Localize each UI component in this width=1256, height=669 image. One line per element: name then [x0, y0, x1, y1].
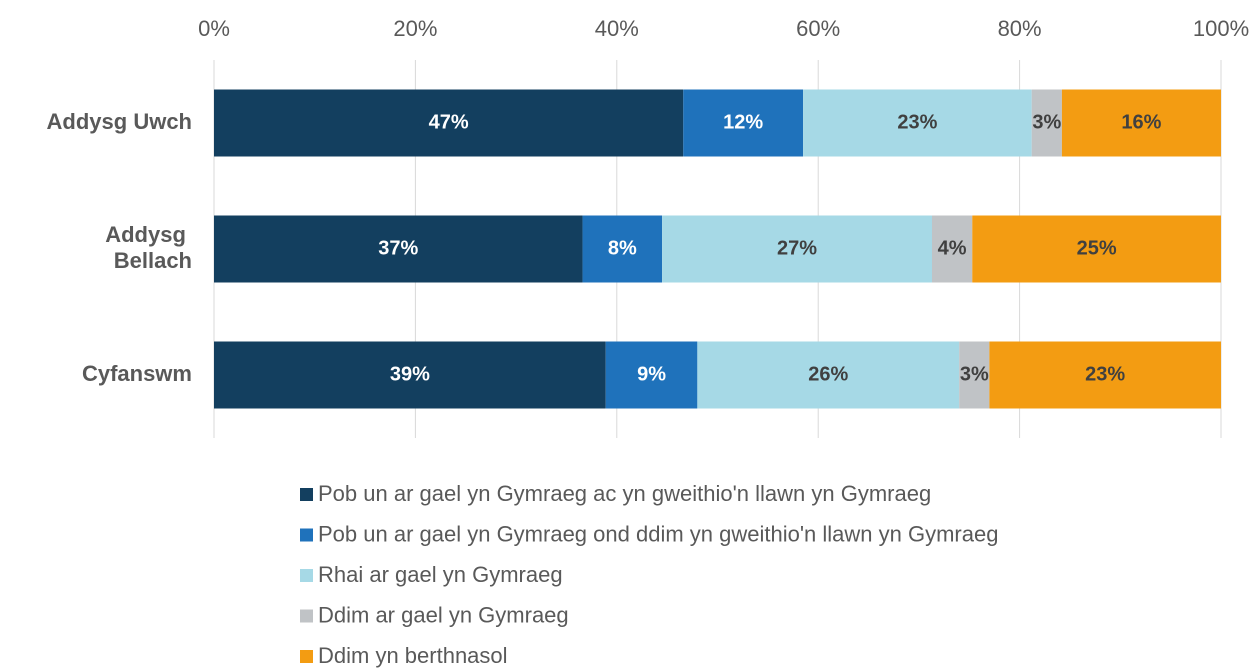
legend-swatch: [300, 650, 313, 663]
x-tick-label: 20%: [393, 16, 437, 41]
bar-segment: [214, 215, 583, 283]
data-label: 23%: [1085, 363, 1125, 385]
legend-swatch: [300, 528, 313, 542]
bar-segment: [959, 341, 990, 409]
category-label: Addysg Uwch: [47, 109, 192, 134]
legend-swatch: [300, 488, 313, 501]
data-label: 47%: [429, 111, 469, 133]
bar-segment: [697, 341, 960, 409]
legend-label: Rhai ar gael yn Gymraeg: [318, 562, 563, 587]
data-label: 27%: [777, 237, 817, 259]
data-label: 25%: [1077, 237, 1117, 259]
category-label: Cyfanswm: [82, 361, 192, 386]
bar-segment: [972, 215, 1221, 283]
data-label: 39%: [390, 363, 430, 385]
legend-swatch: [300, 569, 313, 582]
legend-label: Pob un ar gael yn Gymraeg ac yn gweithio…: [318, 481, 931, 506]
data-label: 26%: [808, 363, 848, 385]
bar-segment: [683, 89, 804, 157]
data-label: 9%: [637, 363, 666, 385]
bar-segment: [989, 341, 1221, 409]
legend-label: Pob un ar gael yn Gymraeg ond ddim yn gw…: [318, 521, 998, 546]
data-label: 16%: [1121, 111, 1161, 133]
bar-segment: [1061, 89, 1221, 157]
data-label: 3%: [960, 363, 989, 385]
bar-segment: [605, 341, 698, 409]
bar-segment: [662, 215, 932, 283]
bar-segment: [214, 341, 606, 409]
legend-label: Ddim yn berthnasol: [318, 643, 508, 668]
bar-segment: [1031, 89, 1062, 157]
x-tick-label: 80%: [998, 16, 1042, 41]
data-label: 23%: [897, 111, 937, 133]
bar-segment: [582, 215, 663, 283]
x-tick-label: 100%: [1193, 16, 1249, 41]
legend-swatch: [300, 609, 313, 623]
data-label: 8%: [608, 237, 637, 259]
data-label: 3%: [1032, 111, 1061, 133]
data-label: 12%: [723, 111, 763, 133]
category-label: Addysg Bellach: [105, 222, 192, 273]
bar-segment: [803, 89, 1032, 157]
data-label: 37%: [378, 237, 418, 259]
bar-segment: [214, 89, 684, 157]
x-tick-label: 0%: [198, 16, 230, 41]
legend-label: Ddim ar gael yn Gymraeg: [318, 602, 569, 627]
x-tick-label: 40%: [595, 16, 639, 41]
x-tick-label: 60%: [796, 16, 840, 41]
data-label: 4%: [938, 237, 967, 259]
bar-segment: [931, 215, 973, 283]
